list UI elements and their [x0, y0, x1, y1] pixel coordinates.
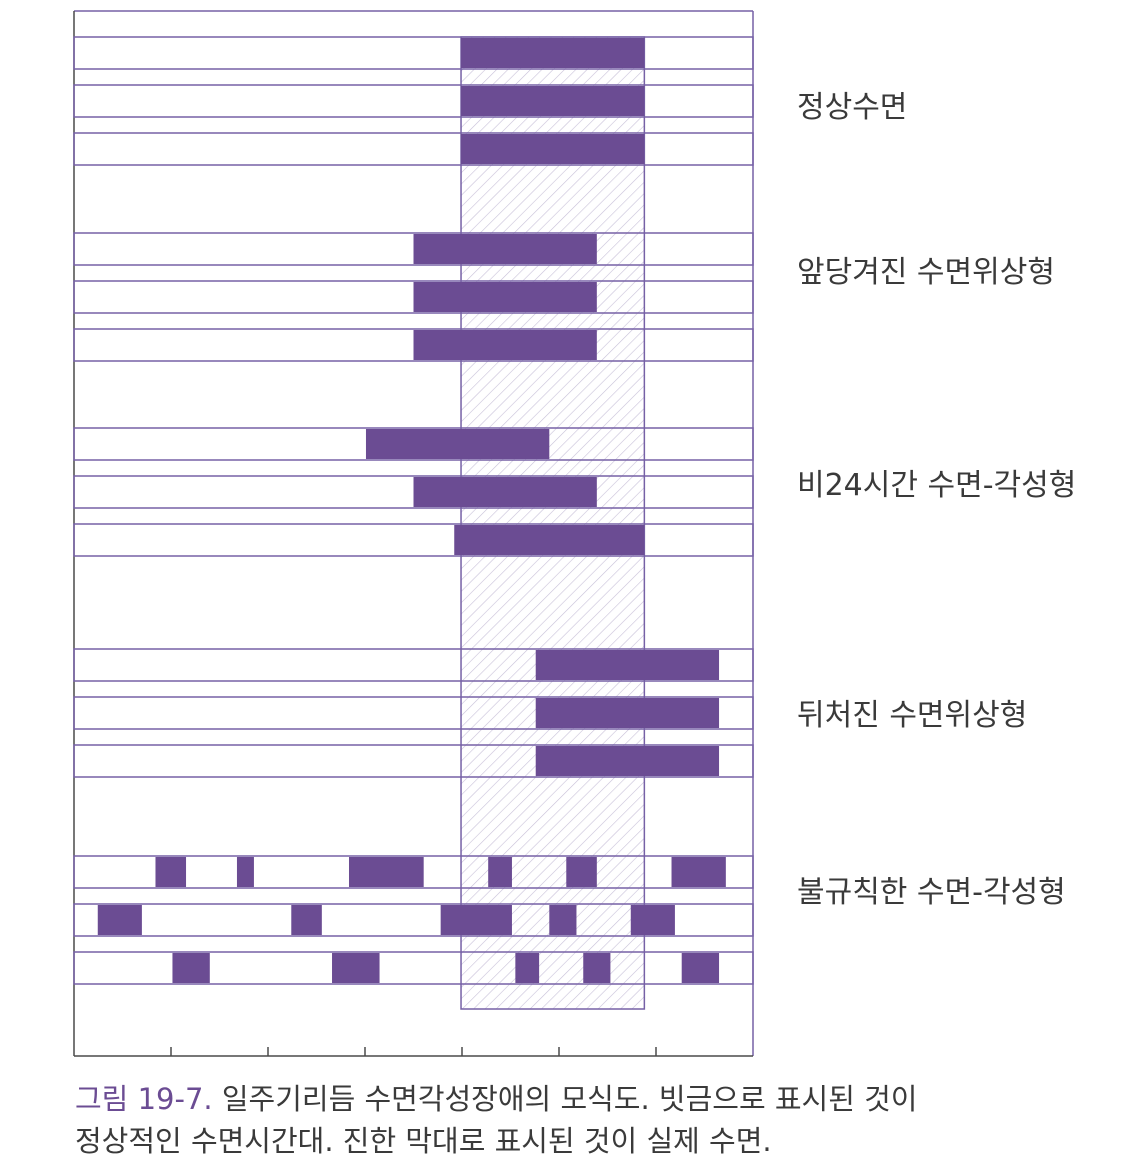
sleep-bar: [671, 857, 726, 887]
day-row: [73, 648, 754, 682]
normal-sleep-window: [460, 36, 646, 1010]
sleep-bar: [461, 134, 645, 164]
figure-caption: 그림 19-7. 일주기리듬 수면각성장애의 모식도. 빗금으로 표시된 것이 …: [75, 1078, 1115, 1162]
sleep-bar: [535, 650, 720, 680]
group-label-advanced-phase: 앞당겨진 수면위상형: [797, 255, 1055, 290]
day-row: [73, 36, 754, 70]
sleep-bar: [365, 429, 550, 459]
sleep-bar: [515, 953, 540, 983]
day-row: [73, 696, 754, 730]
sleep-bar: [566, 857, 597, 887]
group-label-irregular: 불규칙한 수면-각성형: [797, 875, 1066, 910]
sleep-bar: [413, 330, 597, 360]
sleep-bar: [332, 953, 380, 983]
sleep-bar: [454, 525, 645, 555]
sleep-bar: [236, 857, 254, 887]
day-row: [73, 280, 754, 314]
sleep-bar: [630, 905, 675, 935]
sleep-bar: [461, 86, 645, 116]
day-row: [73, 328, 754, 362]
sleep-bar: [291, 905, 322, 935]
sleep-bar: [413, 477, 597, 507]
sleep-bar: [155, 857, 187, 887]
day-row: [73, 132, 754, 166]
day-row: [73, 84, 754, 118]
caption-line-1: 일주기리듬 수면각성장애의 모식도. 빗금으로 표시된 것이: [221, 1082, 918, 1116]
figure-number: 그림 19-7.: [75, 1082, 213, 1116]
sleep-bar: [413, 282, 597, 312]
group-label-normal: 정상수면: [797, 90, 908, 125]
sleep-bar: [440, 905, 512, 935]
group-label-delayed-phase: 뒤처진 수면위상형: [797, 698, 1028, 733]
sleep-diagram: [73, 10, 754, 1057]
day-row: [73, 232, 754, 266]
sleep-bar: [97, 905, 142, 935]
day-row: [73, 903, 754, 937]
day-row: [73, 744, 754, 778]
sleep-bar: [461, 38, 645, 68]
sleep-bar: [348, 857, 424, 887]
sleep-bar: [535, 698, 720, 728]
sleep-bar: [172, 953, 210, 983]
sleep-bar: [681, 953, 720, 983]
day-row: [73, 951, 754, 985]
sleep-bar: [535, 746, 720, 776]
day-row: [73, 855, 754, 889]
sleep-bar: [413, 234, 597, 264]
sleep-bar: [549, 905, 577, 935]
caption-line-2: 정상적인 수면시간대. 진한 막대로 표시된 것이 실제 수면.: [75, 1124, 772, 1158]
group-label-non-24h: 비24시간 수면-각성형: [797, 468, 1077, 503]
day-row: [73, 523, 754, 557]
sleep-bar: [583, 953, 611, 983]
day-row: [73, 427, 754, 461]
sleep-bar: [488, 857, 512, 887]
day-row: [73, 475, 754, 509]
